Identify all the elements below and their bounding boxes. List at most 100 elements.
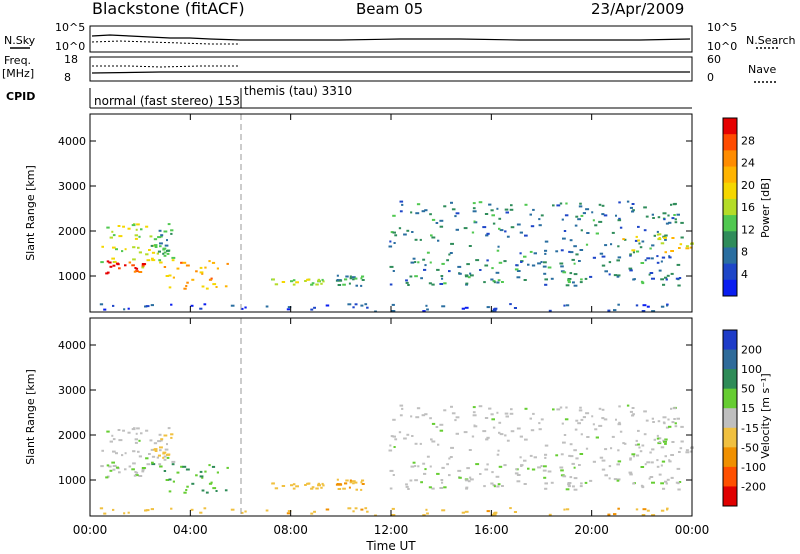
colorbar-segment bbox=[723, 263, 737, 281]
velocity-echo-cell bbox=[208, 482, 213, 485]
velocity-echo-cell bbox=[406, 433, 410, 436]
velocity-echo-cell bbox=[158, 433, 162, 436]
power-echo-cell bbox=[662, 235, 666, 238]
power-echo-cell bbox=[604, 270, 608, 273]
velocity-echo-cell bbox=[458, 476, 462, 479]
power-echo-cell bbox=[205, 287, 209, 290]
velocity-echo-cell bbox=[601, 468, 606, 471]
power-echo-cell bbox=[450, 201, 453, 204]
velocity-echo-cell bbox=[415, 416, 420, 419]
velocity-echo-cell bbox=[552, 408, 555, 411]
power-echo-cell bbox=[322, 280, 325, 283]
velocity-echo-cell bbox=[274, 487, 279, 490]
velocity-echo-cell bbox=[349, 481, 353, 484]
power-echo-cell bbox=[364, 303, 368, 306]
colorbar-segment bbox=[723, 349, 737, 370]
power-echo-cell bbox=[670, 250, 674, 252]
power-echo-cell bbox=[439, 219, 444, 222]
velocity-echo-cell bbox=[135, 471, 139, 474]
nsearch-tick-bottom: 10^0 bbox=[707, 40, 737, 53]
power-echo-cell bbox=[172, 276, 175, 279]
power-echo-cell bbox=[585, 208, 590, 211]
power-echo-cell bbox=[618, 201, 621, 204]
velocity-echo-cell bbox=[361, 483, 365, 485]
velocity-echo-cell bbox=[616, 478, 621, 481]
power-echo-cell bbox=[106, 226, 110, 229]
power-echo-cell bbox=[398, 227, 402, 230]
velocity-echo-cell bbox=[112, 508, 115, 511]
power-echo-cell bbox=[573, 262, 576, 265]
velocity-echo-cell bbox=[144, 509, 148, 512]
velocity-echo-cell bbox=[201, 476, 204, 479]
velocity-echo-cell bbox=[322, 484, 325, 487]
velocity-echo-cell bbox=[671, 441, 675, 443]
velocity-echo-cell bbox=[504, 412, 509, 415]
power-echo-cell bbox=[361, 275, 365, 278]
velocity-echo-cell bbox=[123, 512, 126, 515]
nave-tick-bottom: 0 bbox=[707, 71, 714, 84]
power-echo-cell bbox=[592, 256, 596, 259]
power-echo-cell bbox=[321, 278, 324, 281]
power-echo-cell bbox=[579, 202, 582, 205]
power-echo-cell bbox=[579, 281, 583, 284]
power-echo-cell bbox=[439, 283, 444, 285]
velocity-echo-cell bbox=[643, 410, 647, 413]
velocity-echo-cell bbox=[601, 459, 606, 462]
power-echo-cell bbox=[666, 274, 670, 277]
power-echo-cell bbox=[450, 242, 454, 245]
velocity-echo-cell bbox=[505, 415, 509, 418]
velocity-echo-cell bbox=[486, 510, 490, 513]
power-echo-cell bbox=[154, 246, 158, 248]
power-echo-cell bbox=[436, 268, 440, 271]
power-echo-cell bbox=[150, 304, 154, 307]
velocity-echo-cell bbox=[158, 463, 162, 466]
velocity-echo-cell bbox=[310, 487, 314, 490]
velocity-echo-cell bbox=[112, 465, 116, 467]
power-echo-cell bbox=[424, 209, 428, 212]
power-echo-cell bbox=[405, 281, 409, 284]
velocity-echo-cell bbox=[544, 453, 548, 456]
velocity-colorbar: 200 100 50 15 -15 -50 -100 -200 bbox=[722, 329, 766, 507]
power-echo-cell bbox=[112, 304, 115, 307]
velocity-echo-cell bbox=[224, 489, 228, 492]
velocity-echo-cell bbox=[145, 457, 149, 460]
power-echo-cell bbox=[99, 303, 104, 306]
power-echo-cell bbox=[617, 303, 620, 306]
velocity-echo-cell bbox=[124, 452, 127, 455]
velocity-echo-cell bbox=[631, 407, 635, 409]
velocity-echo-cell bbox=[577, 422, 581, 425]
velocity-echo-cell bbox=[405, 485, 409, 488]
power-echo-cell bbox=[158, 259, 162, 262]
power-echo-cell bbox=[281, 281, 286, 283]
velocity-echo-cell bbox=[673, 418, 676, 420]
power-echo-cell bbox=[624, 238, 627, 241]
power-echo-cell bbox=[591, 211, 594, 214]
velocity-echo-cell bbox=[519, 435, 523, 438]
velocity-echo-cell bbox=[286, 512, 291, 515]
power-echo-cell bbox=[572, 281, 575, 284]
velocity-echo-cell bbox=[578, 409, 583, 412]
power-echo-cell bbox=[616, 275, 620, 278]
power-echo-cell bbox=[391, 303, 395, 306]
power-echo-cell bbox=[410, 211, 413, 214]
power-echo-cell bbox=[465, 282, 469, 285]
power-echo-cell bbox=[148, 249, 151, 251]
velocity-echo-cell bbox=[399, 404, 404, 407]
velocity-echo-cell bbox=[638, 446, 641, 449]
power-echo-cell bbox=[619, 226, 623, 229]
power-echo-cell bbox=[544, 278, 548, 281]
velocity-plot-area bbox=[90, 318, 692, 516]
power-echo-cell bbox=[199, 307, 203, 310]
velocity-echo-cell bbox=[506, 439, 510, 442]
power-echo-cell bbox=[211, 261, 216, 264]
power-echo-cell bbox=[124, 248, 127, 251]
power-echo-cell bbox=[582, 212, 586, 215]
power-echo-cell bbox=[648, 273, 651, 276]
velocity-echo-cell bbox=[651, 417, 654, 420]
velocity-echo-cell bbox=[163, 455, 167, 458]
velocity-echo-cell bbox=[420, 481, 423, 484]
power-echo-cell bbox=[210, 277, 213, 280]
power-echo-cell bbox=[429, 261, 432, 264]
velocity-echo-cell bbox=[440, 479, 444, 481]
velocity-echo-cell bbox=[472, 406, 476, 409]
